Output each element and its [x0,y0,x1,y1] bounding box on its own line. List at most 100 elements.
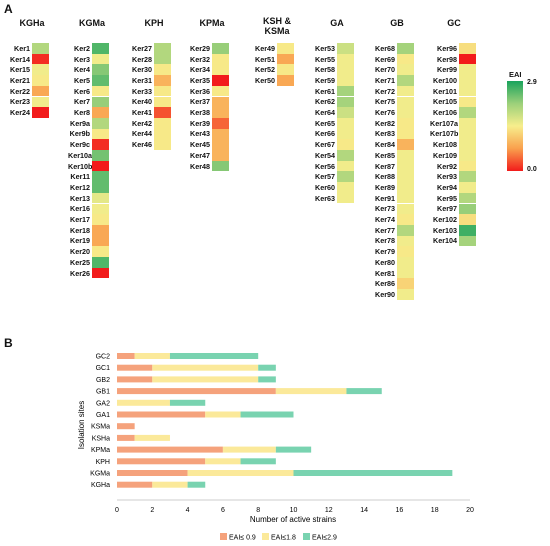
bar-segment [187,481,206,488]
heatmap-cell-label: Ker109 [433,150,457,160]
heatmap-cell-row: Ker50 [253,75,294,86]
bar-segment [169,353,259,359]
heatmap-cell-label: Ker45 [190,140,210,150]
heatmap-cell [212,85,229,97]
heatmap-cell-label: Ker106 [433,108,457,118]
bar-segment [240,458,276,465]
heatmap-cell-label: Ker56 [315,161,335,171]
heatmap-cell-row: Ker88 [373,171,414,183]
heatmap-cell [154,43,171,54]
heatmap-cell-row: Ker107b [430,128,476,140]
bar-segment [240,411,294,418]
heatmap-cell-row: Ker100 [430,75,476,86]
heatmap-cell [92,235,109,247]
heatmap-cell-label: Ker92 [437,161,457,171]
heatmap-cell-label: Ker13 [70,193,90,203]
heatmap-cell-label: Ker32 [190,54,210,64]
heatmap-cell-row: Ker20 [68,246,109,257]
heatmap-cell [397,107,414,118]
heatmap-cell-row: Ker106 [430,107,476,118]
heatmap-cell-row: Ker21 [8,75,49,86]
heatmap-cell-row: Ker10b [68,160,109,172]
heatmap-cell-row: Ker68 [373,43,414,54]
heatmap-cell-row: Ker17 [68,214,109,225]
bar-segment [152,364,259,371]
heatmap-cell-label: Ker69 [375,54,395,64]
panel-a-label: A [4,2,13,16]
heatmap-cell [92,257,109,268]
eai-legend-max: 2.9 [527,79,537,86]
heatmap-cell [337,43,354,54]
heatmap-cell-row: Ker19 [68,235,109,247]
x-tick-label: 2 [150,507,154,514]
bar-segment [117,446,223,453]
heatmap-cell-row: Ker72 [373,85,414,97]
heatmap-cell [459,150,476,161]
heatmap-cell-label: Ker5 [74,75,90,85]
heatmap-cell-row: Ker79 [373,246,414,257]
bar-segment [222,446,276,453]
heatmap-cell-row: Ker65 [313,117,354,129]
heatmap-cell [337,139,354,150]
heatmap-cell [154,53,171,65]
heatmap-cell-label: Ker37 [190,97,210,107]
heatmap-cell-label: Ker84 [375,140,395,150]
heatmap-cell [92,224,109,236]
heatmap-cell-row: Ker83 [373,128,414,140]
heatmap-cell-label: Ker99 [437,65,457,75]
heatmap-cell-label: Ker66 [315,129,335,139]
heatmap-cell [397,203,414,215]
heatmap-cell-label: Ker103 [433,225,457,235]
heatmap-cell-label: Ker47 [190,150,210,160]
heatmap-cell-label: Ker35 [190,75,210,85]
heatmap-cell-row: Ker36 [188,85,229,97]
heatmap-cell-label: Ker16 [70,204,90,214]
heatmap-cell-label: Ker68 [375,43,395,53]
heatmap-cell [212,150,229,161]
heatmap-cell-label: Ker102 [433,215,457,225]
heatmap-cell [337,182,354,193]
heatmap-cell [92,117,109,129]
heatmap-cell-row: Ker9c [68,139,109,150]
heatmap-cell [212,64,229,76]
heatmap-cell [337,150,354,161]
y-category-label: KGHa [91,482,110,489]
heatmap-cell-row: Ker63 [313,192,354,204]
x-tick-label: 0 [115,507,119,514]
heatmap-cell-label: Ker107b [430,129,459,139]
heatmap-cell [277,64,294,76]
x-tick-label: 12 [325,507,333,514]
heatmap-cell [337,96,354,108]
heatmap-cell-row: Ker58 [313,64,354,76]
y-axis-title: Isolation sites [77,401,86,449]
heatmap-cell [397,235,414,247]
heatmap-cell-row: Ker104 [430,235,476,247]
bar-segment [134,434,170,441]
heatmap-cell-row: Ker6 [68,85,109,97]
heatmap-cell-row: Ker53 [313,43,354,54]
heatmap-cell [459,96,476,108]
heatmap-cell-row: Ker8 [68,107,109,118]
heatmap-cell-label: Ker9b [69,129,90,139]
heatmap-cell [459,214,476,225]
heatmap-cell-label: Ker63 [315,193,335,203]
heatmap-cell-row: Ker10a [68,150,109,161]
heatmap-cell [212,75,229,86]
heatmap-cell-label: Ker70 [375,65,395,75]
heatmap-cell [459,192,476,204]
heatmap-cell-row: Ker9b [68,128,109,140]
heatmap-cell-label: Ker34 [190,65,210,75]
heatmap-cell [92,246,109,257]
heatmap-cell-row: Ker37 [188,96,229,108]
heatmap-cell [459,64,476,76]
heatmap-cell-label: Ker93 [437,172,457,182]
heatmap-cell [459,235,476,247]
heatmap-cell-row: Ker101 [430,85,476,97]
heatmap-cell [92,192,109,204]
heatmap-cell-label: Ker19 [70,236,90,246]
heatmap-cell [459,53,476,65]
heatmap-cell [154,75,171,86]
eai-legend-title: EAI [509,70,522,79]
x-tick-label: 10 [290,507,298,514]
heatmap-cell-label: Ker55 [315,54,335,64]
